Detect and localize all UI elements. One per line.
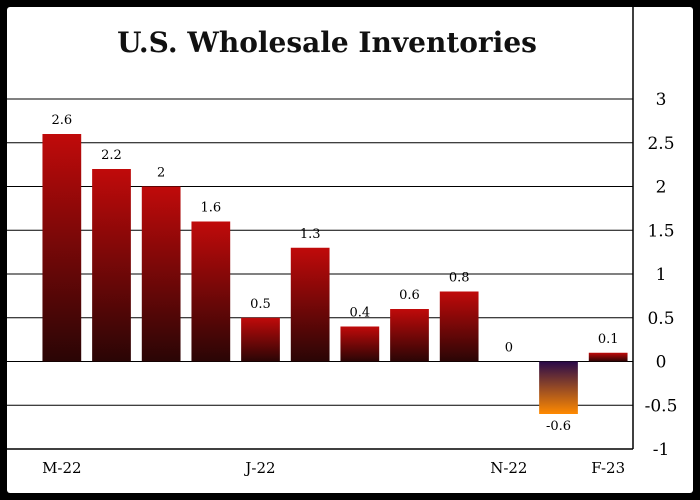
y-tick-label: 1.5 — [647, 221, 674, 241]
bar-0 — [42, 134, 82, 362]
data-label-6: 0.4 — [349, 306, 370, 321]
bar-5 — [290, 247, 330, 362]
bar-4 — [241, 317, 280, 362]
y-tick-label: 0.5 — [647, 309, 674, 329]
axes: 3 2.5 2 1.5 1 0.5 0 -0.5 -1 M-22 J-22 N-22 F-23 — [7, 7, 677, 477]
x-tick-label: J-22 — [243, 459, 275, 477]
bar-3 — [191, 221, 231, 362]
bar-2 — [141, 186, 181, 362]
x-tick-label: F-23 — [591, 459, 625, 477]
data-label-1: 2.2 — [101, 148, 122, 163]
data-label-9: 0 — [505, 341, 513, 356]
bar-7 — [390, 309, 429, 362]
bar-chart: 2.6 2.2 2 1.6 0.5 1.3 0.4 0.6 0.8 0 -0.6 0.1 3 2.5 2 1… — [7, 7, 677, 477]
bar-1 — [92, 169, 131, 362]
chart-title: U.S. Wholesale Inventories — [117, 26, 537, 59]
data-label-4: 0.5 — [250, 297, 271, 312]
data-label-10: -0.6 — [546, 419, 571, 434]
y-tick-label: -0.5 — [645, 396, 678, 416]
x-tick-label: N-22 — [490, 459, 527, 477]
bar-8 — [439, 291, 479, 362]
chart-frame: 2.6 2.2 2 1.6 0.5 1.3 0.4 0.6 0.8 0 -0.6 0.1 3 2.5 2 1… — [7, 7, 693, 493]
y-tick-label: 1 — [656, 265, 667, 285]
data-label-8: 0.8 — [449, 271, 470, 286]
y-tick-label: 2.5 — [647, 134, 674, 154]
bar-11 — [588, 352, 628, 362]
bars — [42, 134, 628, 414]
data-label-2: 2 — [157, 166, 165, 181]
y-tick-label: 2 — [656, 178, 667, 198]
data-label-3: 1.6 — [200, 201, 221, 216]
bar-10 — [539, 361, 578, 414]
y-tick-label: 3 — [656, 90, 667, 110]
bar-6 — [340, 326, 380, 362]
data-label-7: 0.6 — [399, 288, 420, 303]
data-labels: 2.6 2.2 2 1.6 0.5 1.3 0.4 0.6 0.8 0 -0.6 0.1 — [51, 113, 618, 434]
y-tick-label: 0 — [656, 353, 667, 373]
data-label-0: 2.6 — [51, 113, 72, 128]
data-label-5: 1.3 — [300, 227, 321, 242]
x-tick-label: M-22 — [42, 459, 82, 477]
data-label-11: 0.1 — [598, 332, 619, 347]
y-tick-label: -1 — [653, 440, 670, 460]
